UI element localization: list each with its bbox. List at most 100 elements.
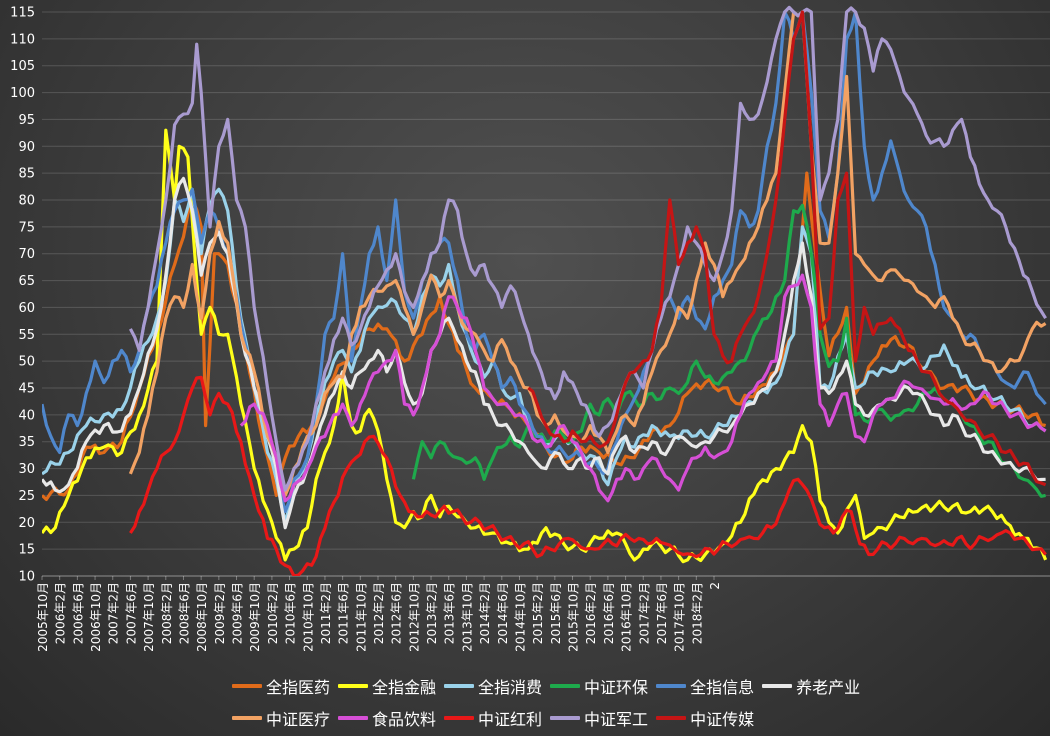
y-tick-label: 45 bbox=[18, 382, 35, 397]
x-tick-label: 2011年2月 bbox=[319, 582, 333, 644]
legend-swatch bbox=[656, 716, 687, 720]
y-tick-label: 55 bbox=[18, 328, 35, 343]
y-tick-label: 40 bbox=[18, 408, 35, 423]
y-tick-label: 50 bbox=[18, 355, 35, 370]
legend-label: 食品饮料 bbox=[372, 710, 437, 729]
legend-item: 全指信息 bbox=[656, 674, 754, 698]
x-tick-label: 2006年6月 bbox=[71, 582, 85, 644]
series-line-8 bbox=[129, 375, 1047, 576]
y-tick-label: 15 bbox=[18, 543, 35, 558]
x-tick-label: 2011年6月 bbox=[337, 582, 351, 644]
legend-item: 全指金融 bbox=[338, 674, 436, 698]
x-tick-label: 2006年10月 bbox=[89, 582, 103, 652]
legend-item: 全指消费 bbox=[444, 674, 542, 698]
x-tick-label: 2005年10月 bbox=[36, 582, 50, 652]
legend-item: 全指医药 bbox=[232, 674, 330, 698]
legend-label: 全指消费 bbox=[478, 678, 543, 697]
y-tick-label: 25 bbox=[18, 489, 35, 504]
y-tick-label: 80 bbox=[18, 194, 35, 209]
legend-row: 中证医疗 食品饮料 中证红利 中证军工 中证传媒 bbox=[232, 702, 952, 734]
x-tick-label: 2016年2月 bbox=[584, 582, 598, 644]
x-tick-label: 2008年10月 bbox=[195, 582, 209, 652]
x-tick-label: 2007年2月 bbox=[107, 582, 121, 644]
legend: 全指医药 全指金融 全指消费 中证环保 全指信息 养老产业中证医疗 食品饮料 中证红利 中证军工… bbox=[232, 670, 952, 734]
x-tick-label: 2008年6月 bbox=[177, 582, 191, 644]
legend-item: 中证军工 bbox=[550, 706, 648, 730]
x-tick-label: 2 bbox=[708, 582, 722, 590]
x-tick-label: 2009年6月 bbox=[231, 582, 245, 644]
legend-item: 中证环保 bbox=[550, 674, 648, 698]
legend-swatch bbox=[232, 684, 262, 688]
legend-label: 中证军工 bbox=[584, 710, 649, 729]
x-tick-label: 2015年2月 bbox=[531, 582, 545, 644]
x-tick-label: 2015年6月 bbox=[549, 582, 563, 644]
legend-label: 中证红利 bbox=[478, 710, 543, 729]
x-tick-label: 2013年2月 bbox=[425, 582, 439, 644]
y-tick-label: 30 bbox=[18, 462, 35, 477]
y-tick-label: 10 bbox=[18, 570, 35, 585]
legend-item: 中证红利 bbox=[444, 706, 542, 730]
y-tick-label: 100 bbox=[10, 86, 35, 101]
legend-swatch bbox=[550, 716, 581, 720]
y-tick-label: 75 bbox=[18, 220, 35, 235]
legend-swatch bbox=[338, 716, 369, 720]
series-line-10 bbox=[527, 10, 1047, 487]
x-tick-label: 2010年10月 bbox=[301, 582, 315, 652]
legend-label: 全指金融 bbox=[372, 678, 437, 697]
y-tick-label: 20 bbox=[18, 516, 35, 531]
x-tick-label: 2014年2月 bbox=[478, 582, 492, 644]
x-tick-label: 2013年10月 bbox=[460, 582, 474, 652]
x-tick-label: 2017年10月 bbox=[673, 582, 687, 652]
y-tick-label: 115 bbox=[10, 6, 35, 21]
x-tick-label: 2016年10月 bbox=[620, 582, 634, 652]
x-tick-label: 2010年6月 bbox=[284, 582, 298, 644]
x-tick-label: 2017年6月 bbox=[655, 582, 669, 644]
x-tick-label: 2016年6月 bbox=[602, 582, 616, 644]
legend-item: 中证传媒 bbox=[656, 706, 754, 730]
legend-label: 全指医药 bbox=[266, 678, 331, 697]
legend-item: 中证医疗 bbox=[232, 706, 330, 730]
legend-swatch bbox=[762, 684, 793, 688]
legend-swatch bbox=[444, 716, 475, 720]
y-tick-label: 85 bbox=[18, 167, 35, 182]
legend-item: 养老产业 bbox=[762, 674, 860, 698]
x-tick-label: 2009年2月 bbox=[213, 582, 227, 644]
legend-label: 中证医疗 bbox=[266, 710, 331, 729]
legend-row: 全指医药 全指金融 全指消费 中证环保 全指信息 养老产业 bbox=[232, 670, 952, 702]
chart-svg: 10 15 20 25 30 35 40 45 50 55 60 65 70 75 80 85 90 95 100 1… bbox=[10, 5, 1048, 652]
legend-label: 全指信息 bbox=[690, 678, 755, 697]
legend-swatch bbox=[656, 684, 687, 688]
legend-swatch bbox=[444, 684, 475, 688]
x-tick-label: 2012年10月 bbox=[407, 582, 421, 652]
legend-swatch bbox=[232, 716, 262, 720]
y-tick-label: 105 bbox=[10, 59, 35, 74]
series-line-7 bbox=[239, 273, 1047, 503]
x-tick-label: 2009年10月 bbox=[248, 582, 262, 652]
x-tick-label: 2013年6月 bbox=[443, 582, 457, 644]
legend-label: 中证传媒 bbox=[690, 710, 755, 729]
x-tick-label: 2006年2月 bbox=[54, 582, 68, 644]
x-tick-label: 2014年6月 bbox=[496, 582, 510, 644]
x-tick-label: 2015年10月 bbox=[567, 582, 581, 652]
x-tick-label: 2012年2月 bbox=[372, 582, 386, 644]
x-tick-label: 2018年2月 bbox=[690, 582, 704, 644]
x-tick-label: 2017年2月 bbox=[637, 582, 651, 644]
x-tick-label: 2014年10月 bbox=[513, 582, 527, 652]
y-tick-label: 65 bbox=[18, 274, 35, 289]
y-tick-label: 60 bbox=[18, 301, 35, 316]
series-line-9 bbox=[128, 5, 1047, 492]
x-tick-label: 2007年6月 bbox=[124, 582, 138, 644]
series-line-1 bbox=[42, 128, 1048, 564]
legend-item: 食品饮料 bbox=[338, 706, 436, 730]
x-tick-label: 2012年6月 bbox=[390, 582, 404, 644]
x-tick-label: 2011年10月 bbox=[354, 582, 368, 652]
y-tick-label: 70 bbox=[18, 247, 35, 262]
x-tick-label: 2008年2月 bbox=[160, 582, 174, 644]
y-tick-label: 110 bbox=[10, 32, 35, 47]
y-tick-label: 35 bbox=[18, 435, 35, 450]
legend-label: 中证环保 bbox=[584, 678, 649, 697]
y-tick-label: 95 bbox=[18, 113, 35, 128]
y-tick-label: 90 bbox=[18, 140, 35, 155]
x-tick-label: 2007年10月 bbox=[142, 582, 156, 652]
